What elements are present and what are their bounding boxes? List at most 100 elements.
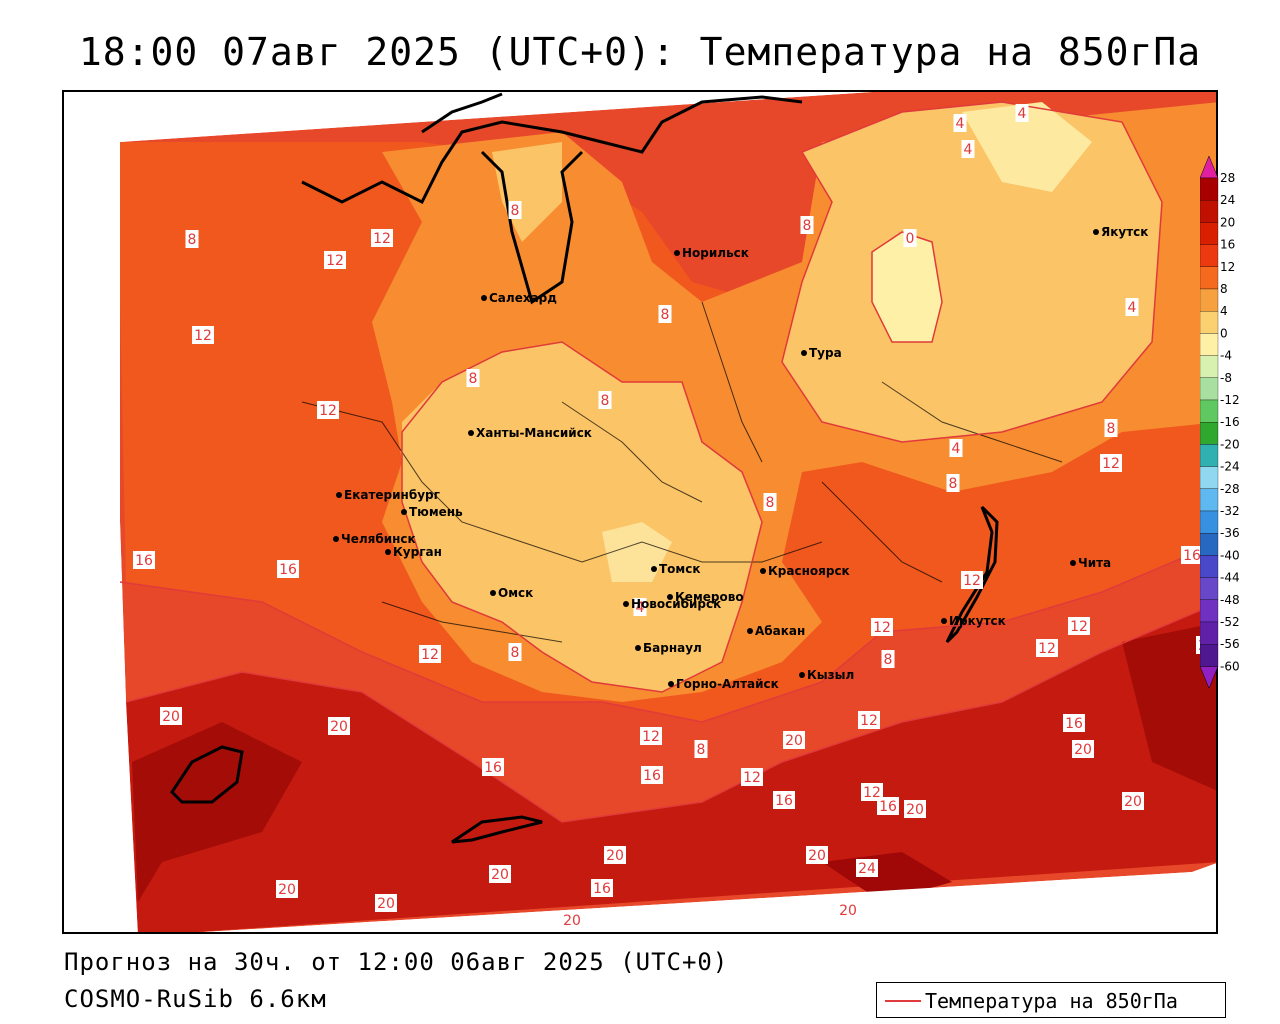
- outside-domain-sw: [64, 522, 138, 932]
- isoline-label-text: 20: [839, 903, 857, 919]
- colorbar-cell: [1200, 377, 1219, 401]
- isoline-label-text: 8: [949, 476, 958, 492]
- colorbar-tick-label: -24: [1220, 460, 1240, 474]
- city-dot-icon: [635, 645, 641, 651]
- isoline-label-text: 0: [906, 231, 915, 247]
- city-markers: Норильск Салехард Якутск Тура Ханты-Мансийск…: [333, 225, 1148, 691]
- colorbar: 28 24 20 16 12 8 4 0 -4 -8 -12 -16 -20 -24 -28 -32 -36 -4…: [1200, 156, 1240, 688]
- isoline-label: 4: [1015, 104, 1029, 122]
- city-marker: Новосибирск: [623, 597, 721, 611]
- colorbar-tick-label: 0: [1220, 326, 1228, 340]
- city-label: Барнаул: [643, 641, 702, 655]
- isoline-label: 12: [192, 326, 214, 344]
- city-marker: Барнаул: [635, 641, 702, 655]
- city-dot-icon: [651, 566, 657, 572]
- legend-line-sample: [885, 1000, 921, 1002]
- isotherm-12-line: [119, 542, 1216, 723]
- isoline-label-text: 12: [194, 328, 212, 344]
- isoline-label: 8: [763, 493, 777, 511]
- isoline-label: 12: [324, 251, 346, 269]
- city-dot-icon: [674, 250, 680, 256]
- temperature-zone-0: [872, 232, 942, 342]
- city-dot-icon: [401, 509, 407, 515]
- colorbar-cell: [1200, 488, 1219, 512]
- colorbar-cell: [1200, 266, 1219, 290]
- city-label: Якутск: [1101, 225, 1148, 239]
- isoline-label: 12: [858, 711, 880, 729]
- colorbar-tick-label: 28: [1220, 171, 1235, 185]
- colorbar-cell: [1200, 599, 1219, 623]
- colorbar-cell: [1200, 466, 1219, 489]
- colorbar-cell: [1200, 644, 1219, 667]
- isoline-label: 8: [185, 230, 199, 248]
- isoline-label: 12: [861, 783, 883, 801]
- isoline-label-text: 16: [279, 562, 297, 578]
- colorbar-tick-label: -32: [1220, 504, 1240, 518]
- city-dot-icon: [468, 430, 474, 436]
- colorbar-cell: [1200, 200, 1219, 223]
- isoline-label: 8: [881, 650, 895, 668]
- city-dot-icon: [490, 590, 496, 596]
- isoline-label-text: 4: [636, 600, 645, 616]
- forecast-info: Прогноз на 30ч. от 12:00 06авг 2025 (UTC…: [64, 948, 729, 976]
- isoline-label: 4: [961, 140, 975, 158]
- isoline-label: 16: [773, 791, 795, 809]
- isoline-label: 4: [953, 114, 967, 132]
- city-label: Ханты-Мансийск: [476, 426, 592, 440]
- temperature-zone-4-north: [782, 102, 1162, 442]
- isoline-label-text: 12: [421, 647, 439, 663]
- isotherm-20-line: [125, 602, 1216, 823]
- colorbar-tick-label: -48: [1220, 593, 1240, 607]
- isoline-label-text: 20: [906, 802, 924, 818]
- city-label: Томск: [659, 562, 701, 576]
- isoline-label-text: 20: [278, 882, 296, 898]
- isoline-label-text: 16: [1065, 716, 1083, 732]
- city-dot-icon: [760, 568, 766, 574]
- isoline-label-text: 4: [1018, 106, 1027, 122]
- colorbar-tick-label: -20: [1220, 437, 1240, 451]
- map-frame: 4448812128084128812841288161616124121220…: [62, 90, 1218, 934]
- colorbar-cell: [1200, 444, 1219, 467]
- city-marker: Курган: [385, 545, 442, 559]
- city-dot-icon: [747, 628, 753, 634]
- isoline-label: 16: [277, 560, 299, 578]
- outside-domain-se: [203, 863, 1216, 932]
- isoline-label-text: 12: [860, 713, 878, 729]
- isoline-label: 20: [489, 865, 511, 883]
- isoline-label: 16: [877, 797, 899, 815]
- city-marker: Ханты-Мансийск: [468, 426, 592, 440]
- city-dot-icon: [336, 492, 342, 498]
- city-marker: Горно-Алтайск: [668, 677, 779, 691]
- isoline-label: 12: [640, 727, 662, 745]
- isoline-label-text: 16: [775, 793, 793, 809]
- colorbar-cell: [1200, 533, 1219, 556]
- isoline-label-text: 20: [808, 848, 826, 864]
- map-title: 18:00 07авг 2025 (UTC+0): Температура на…: [78, 30, 1202, 74]
- colorbar-tick-label: 4: [1220, 304, 1228, 318]
- isoline-label-text: 16: [1183, 548, 1201, 564]
- isoline-label: 16: [482, 758, 504, 776]
- city-marker: Томск: [651, 562, 701, 576]
- city-marker: Тура: [801, 346, 842, 360]
- isoline-label: 8: [800, 216, 814, 234]
- isotherm-8-line: [401, 341, 763, 693]
- outside-domain-nw: [64, 92, 902, 522]
- city-label: Екатеринбург: [344, 488, 440, 502]
- isoline-label: 12: [961, 571, 983, 589]
- isoline-label-text: 8: [469, 371, 478, 387]
- isoline-label: 16: [133, 551, 155, 569]
- colorbar-cell: [1200, 355, 1219, 378]
- isoline-label-text: 12: [873, 620, 891, 636]
- isoline-label: 12: [871, 618, 893, 636]
- isoline-label-text: 4: [956, 116, 965, 132]
- isoline-label: 16: [1063, 714, 1085, 732]
- colorbar-tick-label: -44: [1220, 571, 1240, 585]
- city-label: Тура: [809, 346, 842, 360]
- city-label: Курган: [393, 545, 442, 559]
- city-marker: Кемерово: [667, 590, 744, 604]
- isoline-label-text: 8: [188, 232, 197, 248]
- isoline-label: 8: [946, 474, 960, 492]
- city-marker: Тюмень: [401, 505, 463, 519]
- lake-balkhash: [451, 815, 543, 844]
- isoline-label: 20: [1072, 740, 1094, 758]
